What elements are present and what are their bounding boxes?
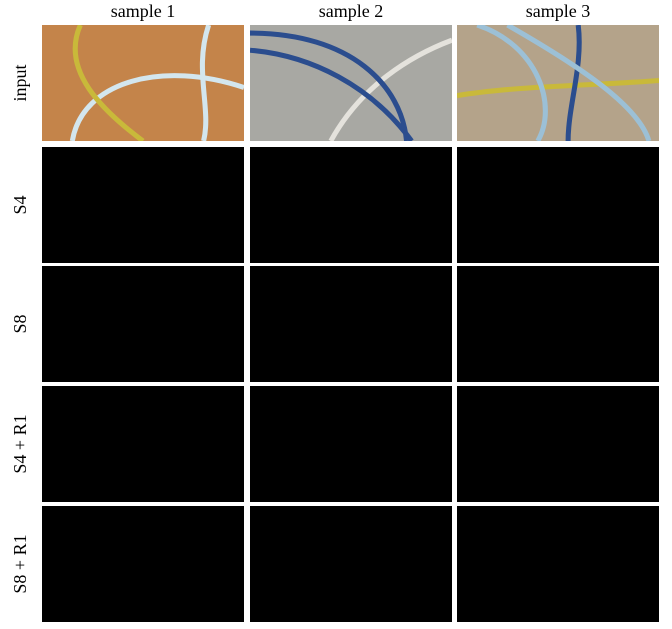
image-panel bbox=[250, 266, 452, 382]
column-header: sample 2 bbox=[319, 1, 384, 21]
image-panel bbox=[457, 506, 659, 622]
image-panel bbox=[42, 266, 244, 382]
image-panel bbox=[42, 147, 244, 263]
image-panel bbox=[250, 386, 452, 502]
image-panel bbox=[250, 147, 452, 263]
row-label: S4 bbox=[10, 195, 30, 214]
row-label: S8 + R1 bbox=[10, 534, 30, 593]
image-panel bbox=[457, 386, 659, 502]
image-panel bbox=[250, 25, 452, 141]
image-panel bbox=[457, 266, 659, 382]
page: sample 1 sample 2 sample 3 input S4 S8 S4 + R1… bbox=[0, 0, 672, 629]
image-panel bbox=[42, 386, 244, 502]
row-label: S4 + R1 bbox=[10, 414, 30, 473]
image-panel bbox=[457, 25, 659, 141]
figure: sample 1 sample 2 sample 3 input S4 S8 S4 + R1… bbox=[0, 0, 672, 624]
image-panel bbox=[457, 147, 659, 263]
image-panel bbox=[250, 506, 452, 622]
column-header: sample 3 bbox=[526, 1, 591, 21]
row-label: S8 bbox=[10, 314, 30, 333]
row-label: input bbox=[10, 64, 30, 101]
image-panel bbox=[42, 25, 244, 141]
column-header: sample 1 bbox=[111, 1, 176, 21]
photo-background bbox=[42, 25, 244, 141]
image-panel bbox=[42, 506, 244, 622]
